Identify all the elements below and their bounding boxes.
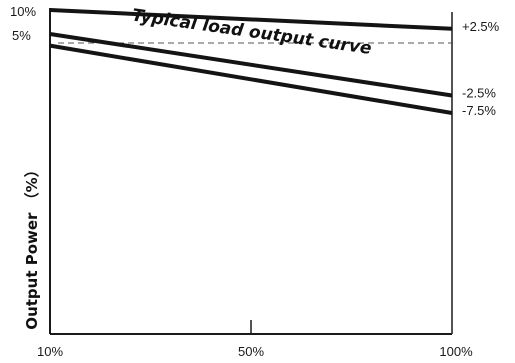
y-tick-label: 5%	[12, 28, 31, 43]
series-line-minus-2-5	[49, 31, 453, 98]
x-tick-label: 10%	[37, 344, 63, 359]
series-label: -2.5%	[462, 86, 496, 101]
x-tick-label: 50%	[238, 344, 264, 359]
series-line-minus-7-5	[49, 43, 453, 116]
series-line-plus-2-5	[49, 8, 453, 31]
y-tick-label: 10%	[10, 4, 36, 19]
series-label: -7.5%	[462, 103, 496, 118]
x-tick-label: 100%	[439, 344, 473, 359]
series-label: +2.5%	[462, 19, 500, 34]
y-axis-label: Output Power （%）	[23, 162, 41, 329]
